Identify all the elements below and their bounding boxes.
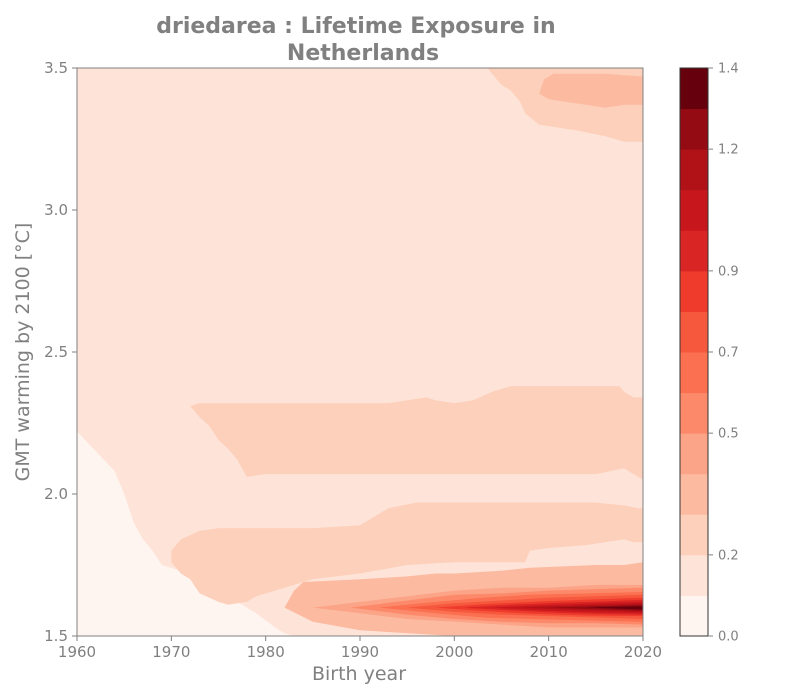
colorbar-bin	[680, 514, 708, 556]
colorbar-ticks: 0.0 0.2 0.5 0.7 0.9 1.2 1.4	[708, 62, 739, 645]
colorbar-bin	[680, 108, 708, 150]
x-tick-label: 2020	[624, 643, 662, 661]
chart-title-line-2: Netherlands	[287, 41, 439, 66]
colorbar-bin	[680, 68, 708, 110]
colorbar-tick-label: 0.9	[718, 264, 739, 279]
contour-layer	[77, 68, 644, 636]
colorbar-tick-label: 1.2	[718, 143, 739, 158]
contour-region-2	[171, 68, 644, 636]
y-tick-label: 2.0	[44, 485, 68, 503]
chart-title-line-1: driedarea : Lifetime Exposure in	[156, 14, 555, 39]
x-tick-label: 2000	[435, 643, 473, 661]
y-axis: 1.5 2.0 2.5 3.0 3.5	[44, 59, 77, 645]
x-tick-label: 1990	[341, 643, 379, 661]
colorbar-bin	[680, 230, 708, 272]
x-tick-label: 1980	[247, 643, 285, 661]
colorbar-tick-label: 0.5	[718, 427, 739, 442]
x-tick-label: 1970	[152, 643, 190, 661]
colorbar-bin	[680, 352, 708, 394]
colorbar-bin	[680, 595, 708, 637]
colorbar-tick-label: 0.7	[718, 346, 739, 361]
colorbar: 0.0 0.2 0.5 0.7 0.9 1.2 1.4	[679, 62, 739, 645]
colorbar-bin	[680, 311, 708, 353]
colorbar-bin	[680, 270, 708, 312]
y-tick-label: 1.5	[44, 627, 68, 645]
colorbar-bin	[680, 433, 708, 475]
contour-region-14	[586, 606, 643, 610]
x-axis-label: Birth year	[312, 663, 406, 685]
colorbar-bin	[680, 554, 708, 596]
contour-region-3	[539, 73, 643, 108]
colorbar-bin	[680, 392, 708, 434]
plot-area	[76, 67, 644, 637]
x-tick-label: 2010	[530, 643, 568, 661]
colorbar-bins	[680, 68, 708, 637]
colorbar-bin	[680, 189, 708, 231]
y-tick-label: 3.5	[44, 59, 68, 77]
colorbar-bin	[680, 473, 708, 515]
colorbar-tick-label: 0.0	[718, 630, 739, 645]
contour-region-1	[77, 68, 643, 636]
y-tick-label: 2.5	[44, 343, 68, 361]
y-tick-label: 3.0	[44, 201, 68, 219]
colorbar-tick-label: 1.4	[718, 62, 739, 77]
y-axis-label: GMT warming by 2100 [°C]	[12, 223, 34, 482]
x-axis: 1960 1970 1980 1990 2000 2010 2020	[58, 636, 662, 661]
colorbar-tick-label: 0.2	[718, 548, 739, 563]
x-tick-label: 1960	[58, 643, 96, 661]
colorbar-bin	[680, 149, 708, 191]
